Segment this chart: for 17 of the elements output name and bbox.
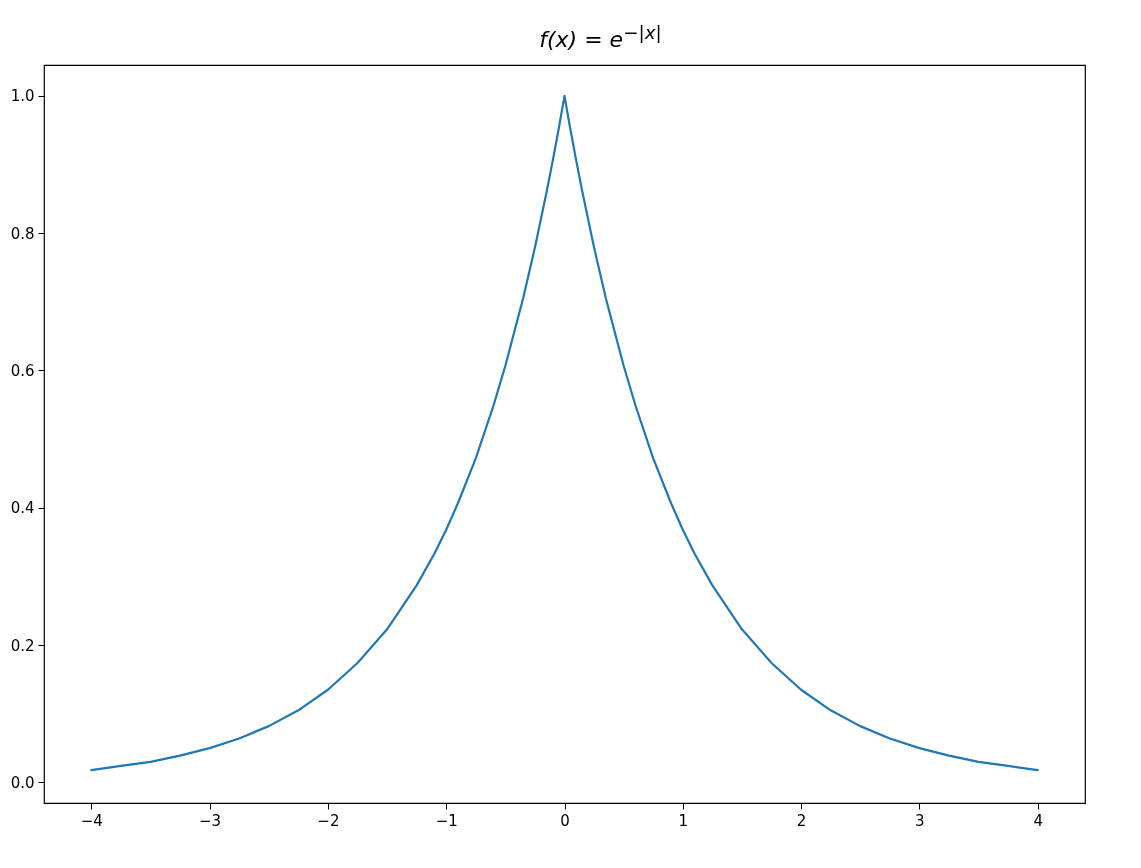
y-tick-label: 1.0 <box>10 87 35 106</box>
x-tick-label: 3 <box>915 811 925 830</box>
x-tick-label: 2 <box>796 811 807 830</box>
x-tick-label: 1 <box>678 811 689 830</box>
y-tick-label: 0.0 <box>10 773 35 792</box>
x-tick-label: 4 <box>1033 811 1043 830</box>
y-tick-label: 0.8 <box>10 224 35 243</box>
x-tick-label: −3 <box>199 811 222 830</box>
y-tick-label: 0.4 <box>10 499 35 518</box>
y-tick-label: 0.6 <box>10 362 35 380</box>
line-series <box>90 94 1039 772</box>
x-tick-label: 0 <box>560 811 570 830</box>
x-tick-label: −4 <box>80 811 103 830</box>
chart-title: f(x) = e$^{−|x|}$ <box>538 22 663 53</box>
x-tick-label: −1 <box>435 811 458 830</box>
x-tick-label: −2 <box>317 811 340 830</box>
y-tick-label: 0.2 <box>10 636 35 655</box>
